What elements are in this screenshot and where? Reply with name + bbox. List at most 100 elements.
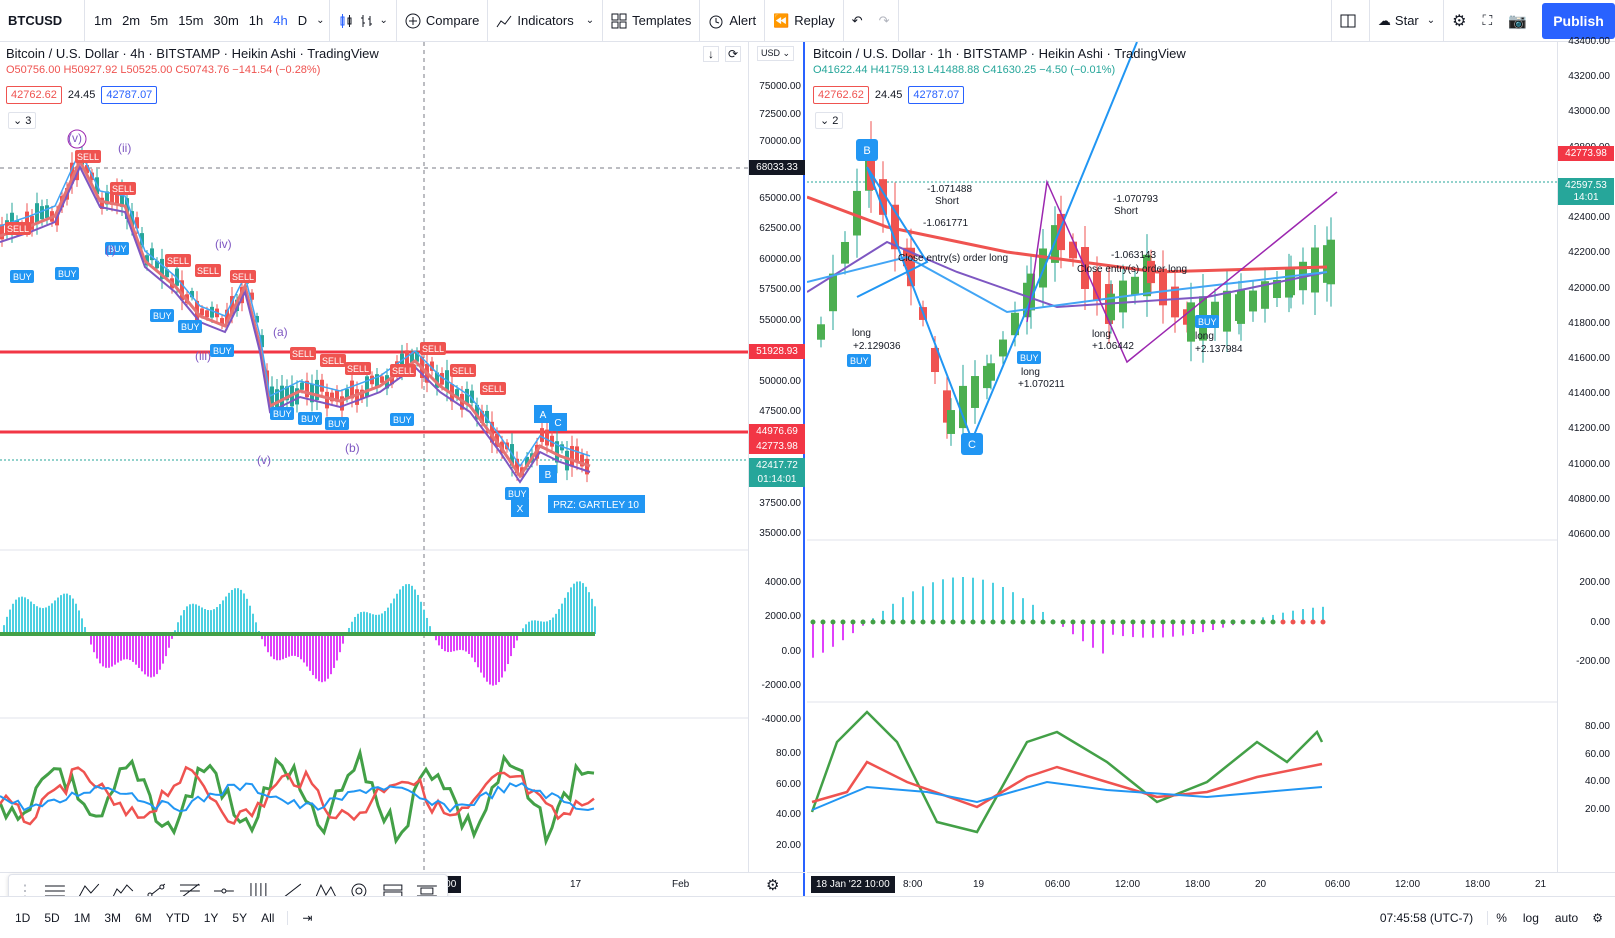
snapshot-button[interactable]: 📷 [1500,0,1535,42]
price-level: 80.00 [1584,721,1610,732]
trend-line-icon[interactable] [144,881,168,901]
spread-value: 24.45 [874,89,903,101]
timeframe-30m[interactable]: 30m [213,13,239,28]
right-indicators-toggle[interactable]: ⌄ 2 [815,112,844,129]
histogram-bar [1072,622,1074,635]
clock[interactable]: 07:45:58 (UTC-7) [1366,910,1489,925]
histogram-bar [852,622,854,634]
right-time-scale[interactable]: 8:00 19 06:00 12:00 18:00 20 06:00 12:00 18:00 21… [807,872,1615,896]
histogram-bar [832,622,834,647]
candle [585,458,589,475]
refresh-icon[interactable]: ⟳ [725,46,741,62]
sell-signal-label: SELL [422,344,444,354]
candle [485,410,489,424]
undo-button[interactable]: ↶ [844,0,871,42]
histogram-bar [378,614,380,634]
left-price-scale[interactable]: USD ⌄ 75000.00 72500.00 70000.00 65000.00 62… [748,42,805,872]
bid-button[interactable]: 42762.62 [6,86,62,104]
compare-button[interactable]: Compare [397,0,489,42]
timeframe-1h[interactable]: 1h [248,13,264,28]
right-chart-pane[interactable]: B C -1.071488 Short -1.061771 Close entry(s) … [807,36,1615,896]
alert-label: Alert [729,13,757,28]
right-price-scale[interactable]: 43400.0043200.0043000.0042800.0042600.00… [1557,36,1614,872]
timeframe-4h[interactable]: 4h [273,13,288,28]
timeframe-2m[interactable]: 2m [122,13,141,28]
range-3m[interactable]: 3M [104,910,122,925]
candle [515,458,519,474]
range-6m[interactable]: 6M [135,910,152,925]
histogram-bar [318,634,320,682]
histogram-bar [1282,612,1284,622]
compare-label: Compare [425,13,480,28]
candle [145,255,149,266]
abcd-pattern-icon[interactable] [77,881,101,901]
drag-handle-icon[interactable]: ⋮ [17,883,33,900]
zero-dot [990,619,996,625]
histogram-bar [189,604,191,634]
bars-icon [360,14,372,27]
projection-icon[interactable] [415,881,439,901]
left-chart-canvas[interactable]: BUYBUYBUYBUYBUYBUYBUYBUYBUYBUYBUYBUYSELL… [0,42,748,872]
layout-icon [1340,14,1356,27]
scroll-down-icon[interactable]: ↓ [703,46,719,62]
histogram-bar [474,634,476,663]
histogram-bar [489,634,491,685]
templates-button[interactable]: Templates [603,0,701,42]
auto-toggle[interactable]: auto [1554,910,1579,925]
left-chart-pane[interactable]: BUYBUYBUYBUYBUYBUYBUYBUYBUYBUYBUYBUYSELL… [0,42,805,908]
currency-selector[interactable]: USD ⌄ [757,46,795,61]
chart-style-button[interactable]: ⌄ [330,0,397,42]
histogram-bar [992,582,994,622]
redo-button[interactable]: ↷ [871,0,899,42]
histogram-bar [351,621,353,634]
horizontal-ray-icon[interactable] [212,881,236,901]
log-toggle[interactable]: log [1522,910,1539,925]
buy-signal-label: BUY [850,356,869,366]
timeframe-D[interactable]: D [297,13,308,28]
range-1y[interactable]: 1Y [203,910,219,925]
histogram-bar [882,610,884,622]
xabcd-pattern-icon[interactable] [314,881,338,901]
range-ytd[interactable]: YTD [165,910,190,925]
timeframe-5m[interactable]: 5m [150,13,169,28]
timeframe-15m[interactable]: 15m [178,13,204,28]
range-5y[interactable]: 5Y [232,910,248,925]
candle [1223,290,1231,332]
indicators-button[interactable]: Indicators ⌄ [488,0,604,42]
cloud-star-button[interactable]: ☁ Star ⌄ [1370,0,1445,42]
bid-button[interactable]: 42762.62 [813,86,869,104]
cloud-icon: ☁ [1377,12,1391,28]
fullscreen-button[interactable]: ⛶ [1475,0,1501,42]
percent-toggle[interactable]: % [1496,910,1507,925]
goto-date-button[interactable]: ⇥ [287,910,326,925]
range-5d[interactable]: 5D [44,910,60,925]
wave-label: (iii) [195,349,211,363]
chevron-down-icon[interactable]: ⌄ [316,15,325,26]
range-all[interactable]: All [261,910,275,925]
ray-icon[interactable] [280,881,304,901]
histogram-bar [222,600,224,634]
scale-settings-button[interactable]: ⚙ [1586,911,1615,925]
range-1d[interactable]: 1D [15,910,31,925]
elliott-wave-icon[interactable] [111,881,135,901]
ask-button[interactable]: 42787.07 [908,86,965,104]
histogram-bar [1222,622,1224,628]
settings-button[interactable]: ⚙ [1444,0,1474,42]
buy-signal-label: BUY [508,489,527,499]
ask-button[interactable]: 42787.07 [101,86,158,104]
publish-button[interactable]: Publish [1542,3,1615,39]
alert-button[interactable]: Alert [700,0,766,42]
chart-settings-button[interactable]: ⚙ [766,876,779,894]
left-indicators-toggle[interactable]: ⌄ 3 [8,112,37,129]
replay-button[interactable]: ⏪ Replay [765,0,844,42]
histogram-bar [33,604,35,634]
zero-dot [1310,619,1316,625]
range-1m[interactable]: 1M [73,910,91,925]
layout-button[interactable] [1330,0,1370,42]
price-level: 0.00 [1590,616,1610,628]
histogram-bar [543,621,545,634]
symbol-search[interactable]: BTCUSD [0,0,85,42]
horizontal-lines-icon[interactable] [43,881,67,901]
timeframe-1m[interactable]: 1m [94,13,113,28]
